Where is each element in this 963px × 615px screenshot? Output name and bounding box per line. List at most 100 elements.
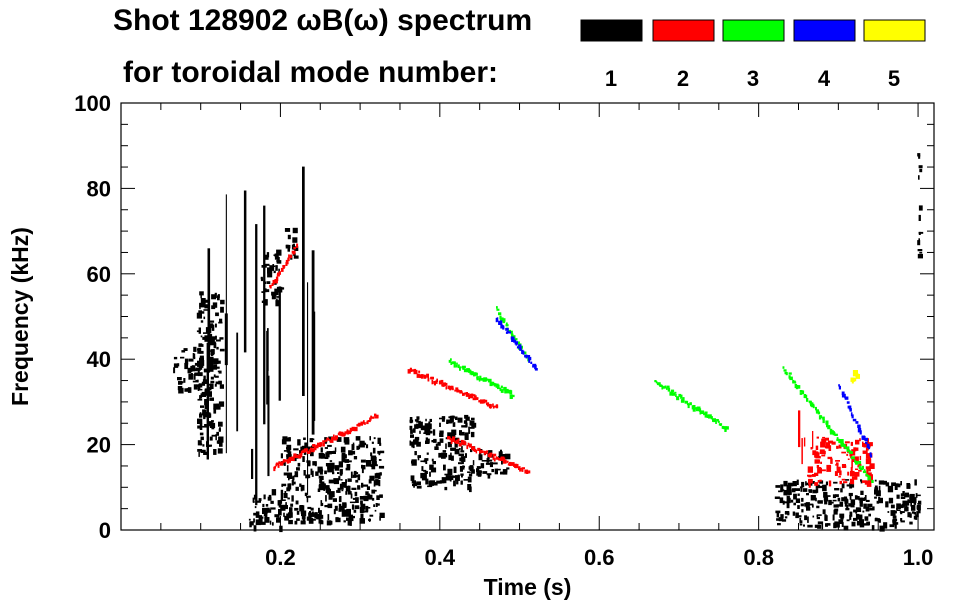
spectrum-point [851, 458, 856, 462]
spectrum-point [792, 481, 797, 487]
spectrum-feature-mode-1 [774, 479, 922, 532]
spectrum-point [783, 480, 788, 487]
spectrum-point [777, 523, 781, 526]
spectrum-point [824, 499, 827, 505]
spectrum-point [848, 405, 852, 410]
spectrum-point [819, 449, 825, 454]
spectrum-point [292, 237, 298, 243]
spectrum-point [342, 502, 347, 508]
spectrum-point [179, 381, 184, 384]
spectrum-point [329, 520, 333, 525]
spectrum-point [877, 519, 881, 523]
spectrum-point [287, 497, 290, 500]
spectrum-point [834, 488, 840, 491]
chart-title: Shot 128902 ωB(ω) spectrum [113, 4, 533, 37]
spectrum-point [350, 493, 353, 499]
spectrum-point [209, 436, 213, 441]
spectrum-point [284, 491, 287, 497]
spectrum-point [841, 497, 844, 502]
spectrum-point [274, 288, 278, 295]
spectrum-point [516, 346, 520, 349]
spectrum-point [220, 306, 224, 313]
spectrum-point [312, 518, 316, 521]
spectrum-point [896, 494, 900, 499]
spectrum-point [339, 483, 344, 490]
spectrum-point [369, 417, 372, 421]
spectrum-point [857, 465, 860, 468]
spectrum-point [487, 453, 490, 457]
spectrum-point [907, 512, 911, 518]
spectrum-point [851, 500, 854, 504]
spectrum-point [846, 484, 852, 487]
spectrum-point [495, 404, 499, 409]
spectrum-point [907, 499, 910, 506]
spectrum-point [849, 478, 855, 485]
spectrum-point [322, 440, 326, 443]
spectrum-point [309, 438, 314, 443]
spectrum-point [863, 442, 869, 448]
spectrum-point [199, 303, 201, 310]
spectrum-point [836, 466, 841, 473]
spectrum-point [448, 359, 451, 363]
spectrum-point [347, 491, 352, 495]
spectrum-point [218, 401, 225, 404]
spectrum-point [856, 520, 862, 526]
spectrum-point [850, 441, 853, 446]
spectrum-point [194, 373, 199, 376]
spectrum-point [355, 479, 359, 483]
spectrum-point [285, 437, 290, 442]
spectrum-point [841, 483, 845, 489]
spectrum-point [855, 460, 859, 465]
spectrum-point [414, 419, 419, 422]
spectrum-point [471, 469, 475, 474]
spectrum-point [320, 442, 323, 446]
spectrum-point [274, 514, 280, 518]
spectrum-point [366, 486, 370, 490]
spectrum-point [675, 394, 677, 397]
spectrum-point [274, 465, 276, 469]
spectrum-point [451, 361, 455, 365]
spectrum-point [820, 469, 826, 472]
spectrum-point [814, 482, 819, 486]
spectrum-point [332, 450, 336, 454]
spectrum-point [460, 366, 462, 369]
spectrum-point [274, 255, 279, 260]
spectrum-point [425, 459, 428, 464]
spectrum-point [426, 431, 429, 435]
spectrum-point [477, 447, 480, 451]
spectrum-point [345, 479, 347, 484]
spectrum-point [459, 430, 462, 435]
spectrum-point [294, 455, 297, 459]
spectrum-point [855, 507, 862, 512]
spectrum-point [429, 418, 432, 422]
spectrum-point [287, 451, 292, 457]
spectrum-point [348, 450, 353, 456]
spectrum-point [378, 472, 382, 476]
spectrum-point [297, 439, 301, 446]
spectrum-point [269, 520, 272, 525]
spectrum-point [267, 270, 273, 278]
spectrum-point [504, 453, 511, 460]
spectrum-point [280, 453, 283, 459]
spectrum-point [344, 439, 350, 445]
spectrum-point [261, 300, 264, 303]
spectrum-streak [302, 166, 305, 396]
spectrum-point [826, 469, 832, 472]
spectrum-point [277, 464, 280, 468]
spectrum-point [806, 398, 809, 402]
spectrum-streak [311, 250, 315, 435]
spectrum-point [377, 450, 381, 454]
spectrum-point [347, 460, 352, 463]
spectrum-point [216, 366, 220, 369]
spectrum-point [371, 464, 376, 470]
spectrum-point [330, 463, 335, 466]
spectrum-point [351, 427, 355, 431]
spectrum-point [278, 503, 282, 508]
spectrum-point [269, 265, 275, 271]
spectrum-point [786, 489, 792, 495]
spectrum-point [300, 450, 303, 455]
spectrum-point [263, 299, 268, 306]
spectrum-point [293, 247, 296, 250]
spectrum-point [361, 482, 364, 488]
y-tick-label: 80 [87, 176, 111, 201]
